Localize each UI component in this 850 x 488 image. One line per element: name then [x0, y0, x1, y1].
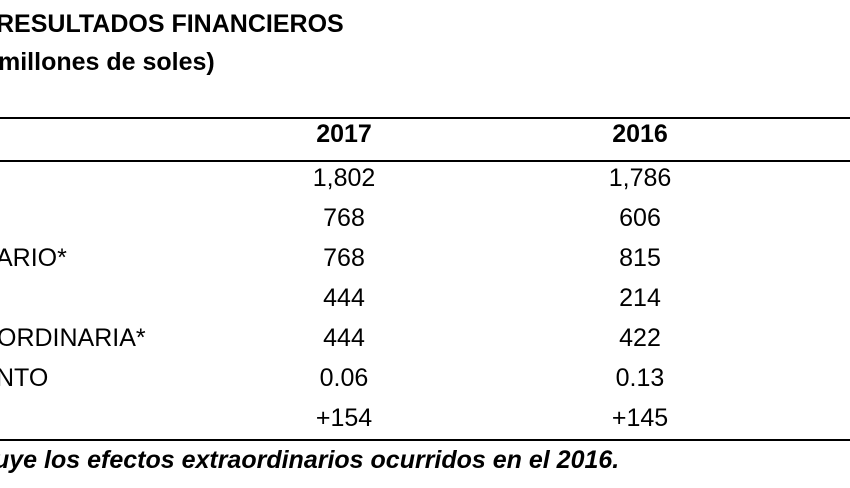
row-label: NTO — [0, 364, 49, 392]
footnote: uye los efectos extraordinarios ocurrido… — [0, 446, 620, 474]
value-2016: 1,786 — [608, 164, 672, 192]
table-row: 1,802 1,786 — [0, 164, 850, 204]
value-2016: 606 — [619, 204, 661, 232]
value-2016: 815 — [619, 244, 661, 272]
row-label: ARIO* — [0, 244, 67, 272]
table-top-rule — [0, 117, 850, 119]
value-2017: 768 — [323, 244, 365, 272]
table-bottom-rule — [0, 439, 850, 441]
value-2017: 444 — [323, 324, 365, 352]
page-title: RESULTADOS FINANCIEROS — [0, 10, 344, 38]
column-header-2016: 2016 — [612, 120, 668, 148]
table-row: ORDINARIA* 444 422 — [0, 324, 850, 364]
value-2017: 0.06 — [319, 364, 369, 392]
table-header-rule — [0, 160, 850, 162]
row-label: ORDINARIA* — [0, 324, 146, 352]
table-row: ARIO* 768 815 — [0, 244, 850, 284]
table-row: 768 606 — [0, 204, 850, 244]
value-2016: +145 — [611, 404, 669, 432]
value-2016: 0.13 — [615, 364, 665, 392]
table-row: +154 +145 — [0, 404, 850, 444]
column-header-2017: 2017 — [316, 120, 372, 148]
table-row: 444 214 — [0, 284, 850, 324]
value-2017: 768 — [323, 204, 365, 232]
value-2017: 444 — [323, 284, 365, 312]
table-row: NTO 0.06 0.13 — [0, 364, 850, 404]
value-2016: 214 — [619, 284, 661, 312]
value-2016: 422 — [619, 324, 661, 352]
value-2017: 1,802 — [312, 164, 376, 192]
value-2017: +154 — [315, 404, 373, 432]
page-subtitle: millones de soles) — [0, 48, 215, 76]
